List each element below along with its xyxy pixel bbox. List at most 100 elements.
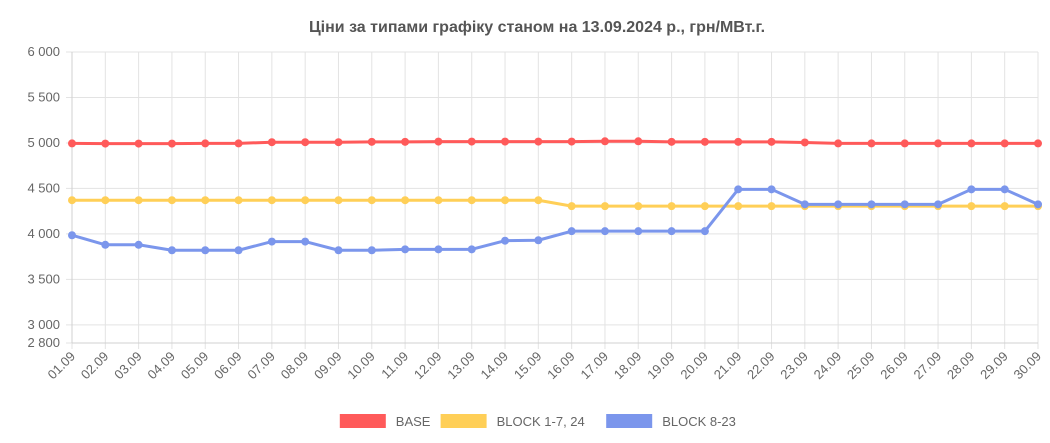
data-point-base[interactable] (934, 139, 943, 148)
data-point-block-8-23[interactable] (68, 231, 76, 240)
data-point-block-8-23[interactable] (600, 227, 609, 236)
data-point-block-8-23[interactable] (967, 185, 976, 194)
data-point-base[interactable] (834, 139, 843, 148)
data-point-base[interactable] (867, 139, 876, 148)
data-point-base[interactable] (434, 137, 443, 146)
x-tick-label: 14.09 (478, 349, 512, 383)
data-point-block-1-7-24[interactable] (634, 202, 643, 211)
legend-label: BASE (396, 414, 431, 429)
data-point-block-8-23[interactable] (101, 240, 110, 249)
data-point-block-1-7-24[interactable] (501, 196, 510, 205)
data-point-block-8-23[interactable] (734, 185, 743, 194)
series-layer (68, 137, 1042, 255)
data-point-base[interactable] (734, 137, 743, 146)
data-point-block-1-7-24[interactable] (234, 196, 243, 205)
data-point-base[interactable] (334, 138, 343, 147)
data-point-base[interactable] (267, 138, 276, 147)
data-point-block-8-23[interactable] (434, 245, 443, 254)
data-point-block-1-7-24[interactable] (700, 202, 709, 211)
data-point-base[interactable] (234, 139, 243, 148)
data-point-block-1-7-24[interactable] (667, 202, 676, 211)
data-point-base[interactable] (700, 137, 709, 146)
data-point-base[interactable] (467, 137, 476, 146)
data-point-block-8-23[interactable] (467, 245, 476, 254)
data-point-block-8-23[interactable] (401, 245, 410, 254)
data-point-base[interactable] (501, 137, 510, 146)
data-point-base[interactable] (967, 139, 976, 148)
x-tick-label: 11.09 (378, 349, 411, 382)
data-point-block-1-7-24[interactable] (1000, 202, 1009, 211)
data-point-block-1-7-24[interactable] (567, 202, 576, 211)
data-point-block-1-7-24[interactable] (401, 196, 410, 205)
data-point-base[interactable] (800, 138, 809, 147)
x-tick-label: 15.09 (511, 349, 545, 383)
data-point-base[interactable] (767, 137, 776, 146)
data-point-block-1-7-24[interactable] (134, 196, 143, 205)
data-point-block-8-23[interactable] (234, 246, 243, 255)
data-point-block-1-7-24[interactable] (167, 196, 176, 205)
data-point-base[interactable] (900, 139, 909, 148)
data-point-block-1-7-24[interactable] (367, 196, 376, 205)
data-point-block-1-7-24[interactable] (201, 196, 210, 205)
data-point-block-1-7-24[interactable] (767, 202, 776, 211)
legend[interactable]: BASE BLOCK 1-7, 24 BLOCK 8-23 (339, 414, 736, 429)
x-tick-label: 17.09 (577, 349, 611, 383)
data-point-block-8-23[interactable] (567, 227, 576, 236)
legend-item-base[interactable]: BASE (339, 414, 431, 429)
data-point-block-8-23[interactable] (201, 246, 210, 255)
data-point-base[interactable] (68, 139, 76, 148)
data-point-base[interactable] (634, 137, 643, 146)
data-point-base[interactable] (167, 139, 176, 148)
data-point-block-1-7-24[interactable] (101, 196, 110, 205)
data-point-base[interactable] (534, 137, 543, 146)
x-tick-label: 20.09 (677, 349, 711, 383)
data-point-base[interactable] (1034, 139, 1042, 148)
data-point-block-8-23[interactable] (667, 227, 676, 236)
data-point-base[interactable] (301, 138, 310, 147)
data-point-block-1-7-24[interactable] (301, 196, 310, 205)
data-point-block-8-23[interactable] (501, 236, 510, 245)
data-point-block-8-23[interactable] (267, 237, 276, 246)
data-point-block-8-23[interactable] (167, 246, 176, 255)
data-point-block-8-23[interactable] (800, 200, 809, 209)
data-point-base[interactable] (567, 137, 576, 146)
data-point-block-1-7-24[interactable] (600, 202, 609, 211)
data-point-base[interactable] (401, 137, 410, 146)
data-point-block-1-7-24[interactable] (68, 196, 76, 205)
data-point-block-8-23[interactable] (301, 237, 310, 246)
data-point-block-1-7-24[interactable] (334, 196, 343, 205)
data-point-block-8-23[interactable] (834, 200, 843, 209)
data-point-block-8-23[interactable] (867, 200, 876, 209)
data-point-block-1-7-24[interactable] (267, 196, 276, 205)
data-point-block-8-23[interactable] (767, 185, 776, 194)
data-point-block-1-7-24[interactable] (967, 202, 976, 211)
data-point-block-8-23[interactable] (900, 200, 909, 209)
x-tick-label: 19.09 (644, 349, 678, 383)
legend-swatch (339, 414, 386, 428)
data-point-block-8-23[interactable] (134, 240, 143, 249)
data-point-block-8-23[interactable] (934, 200, 943, 209)
data-point-block-8-23[interactable] (634, 227, 643, 236)
data-point-block-8-23[interactable] (700, 227, 709, 236)
data-point-base[interactable] (1000, 139, 1009, 148)
data-point-block-1-7-24[interactable] (734, 202, 743, 211)
data-point-base[interactable] (134, 139, 143, 148)
data-point-block-8-23[interactable] (367, 246, 376, 255)
data-point-block-1-7-24[interactable] (434, 196, 443, 205)
data-point-block-1-7-24[interactable] (534, 196, 543, 205)
data-point-base[interactable] (201, 139, 210, 148)
legend-label: BLOCK 1-7, 24 (497, 414, 585, 429)
data-point-base[interactable] (667, 137, 676, 146)
data-point-block-8-23[interactable] (334, 246, 343, 255)
x-tick-label: 07.09 (244, 349, 278, 383)
data-point-block-8-23[interactable] (1000, 185, 1009, 194)
data-point-base[interactable] (600, 137, 609, 146)
data-point-block-8-23[interactable] (1034, 200, 1042, 209)
data-point-base[interactable] (101, 139, 110, 148)
data-point-block-8-23[interactable] (534, 236, 543, 245)
legend-item-block-8-23[interactable]: BLOCK 8-23 (606, 414, 736, 429)
legend-item-block-1-7-24[interactable]: BLOCK 1-7, 24 (440, 414, 585, 429)
data-point-block-1-7-24[interactable] (467, 196, 476, 205)
data-point-base[interactable] (367, 137, 376, 146)
